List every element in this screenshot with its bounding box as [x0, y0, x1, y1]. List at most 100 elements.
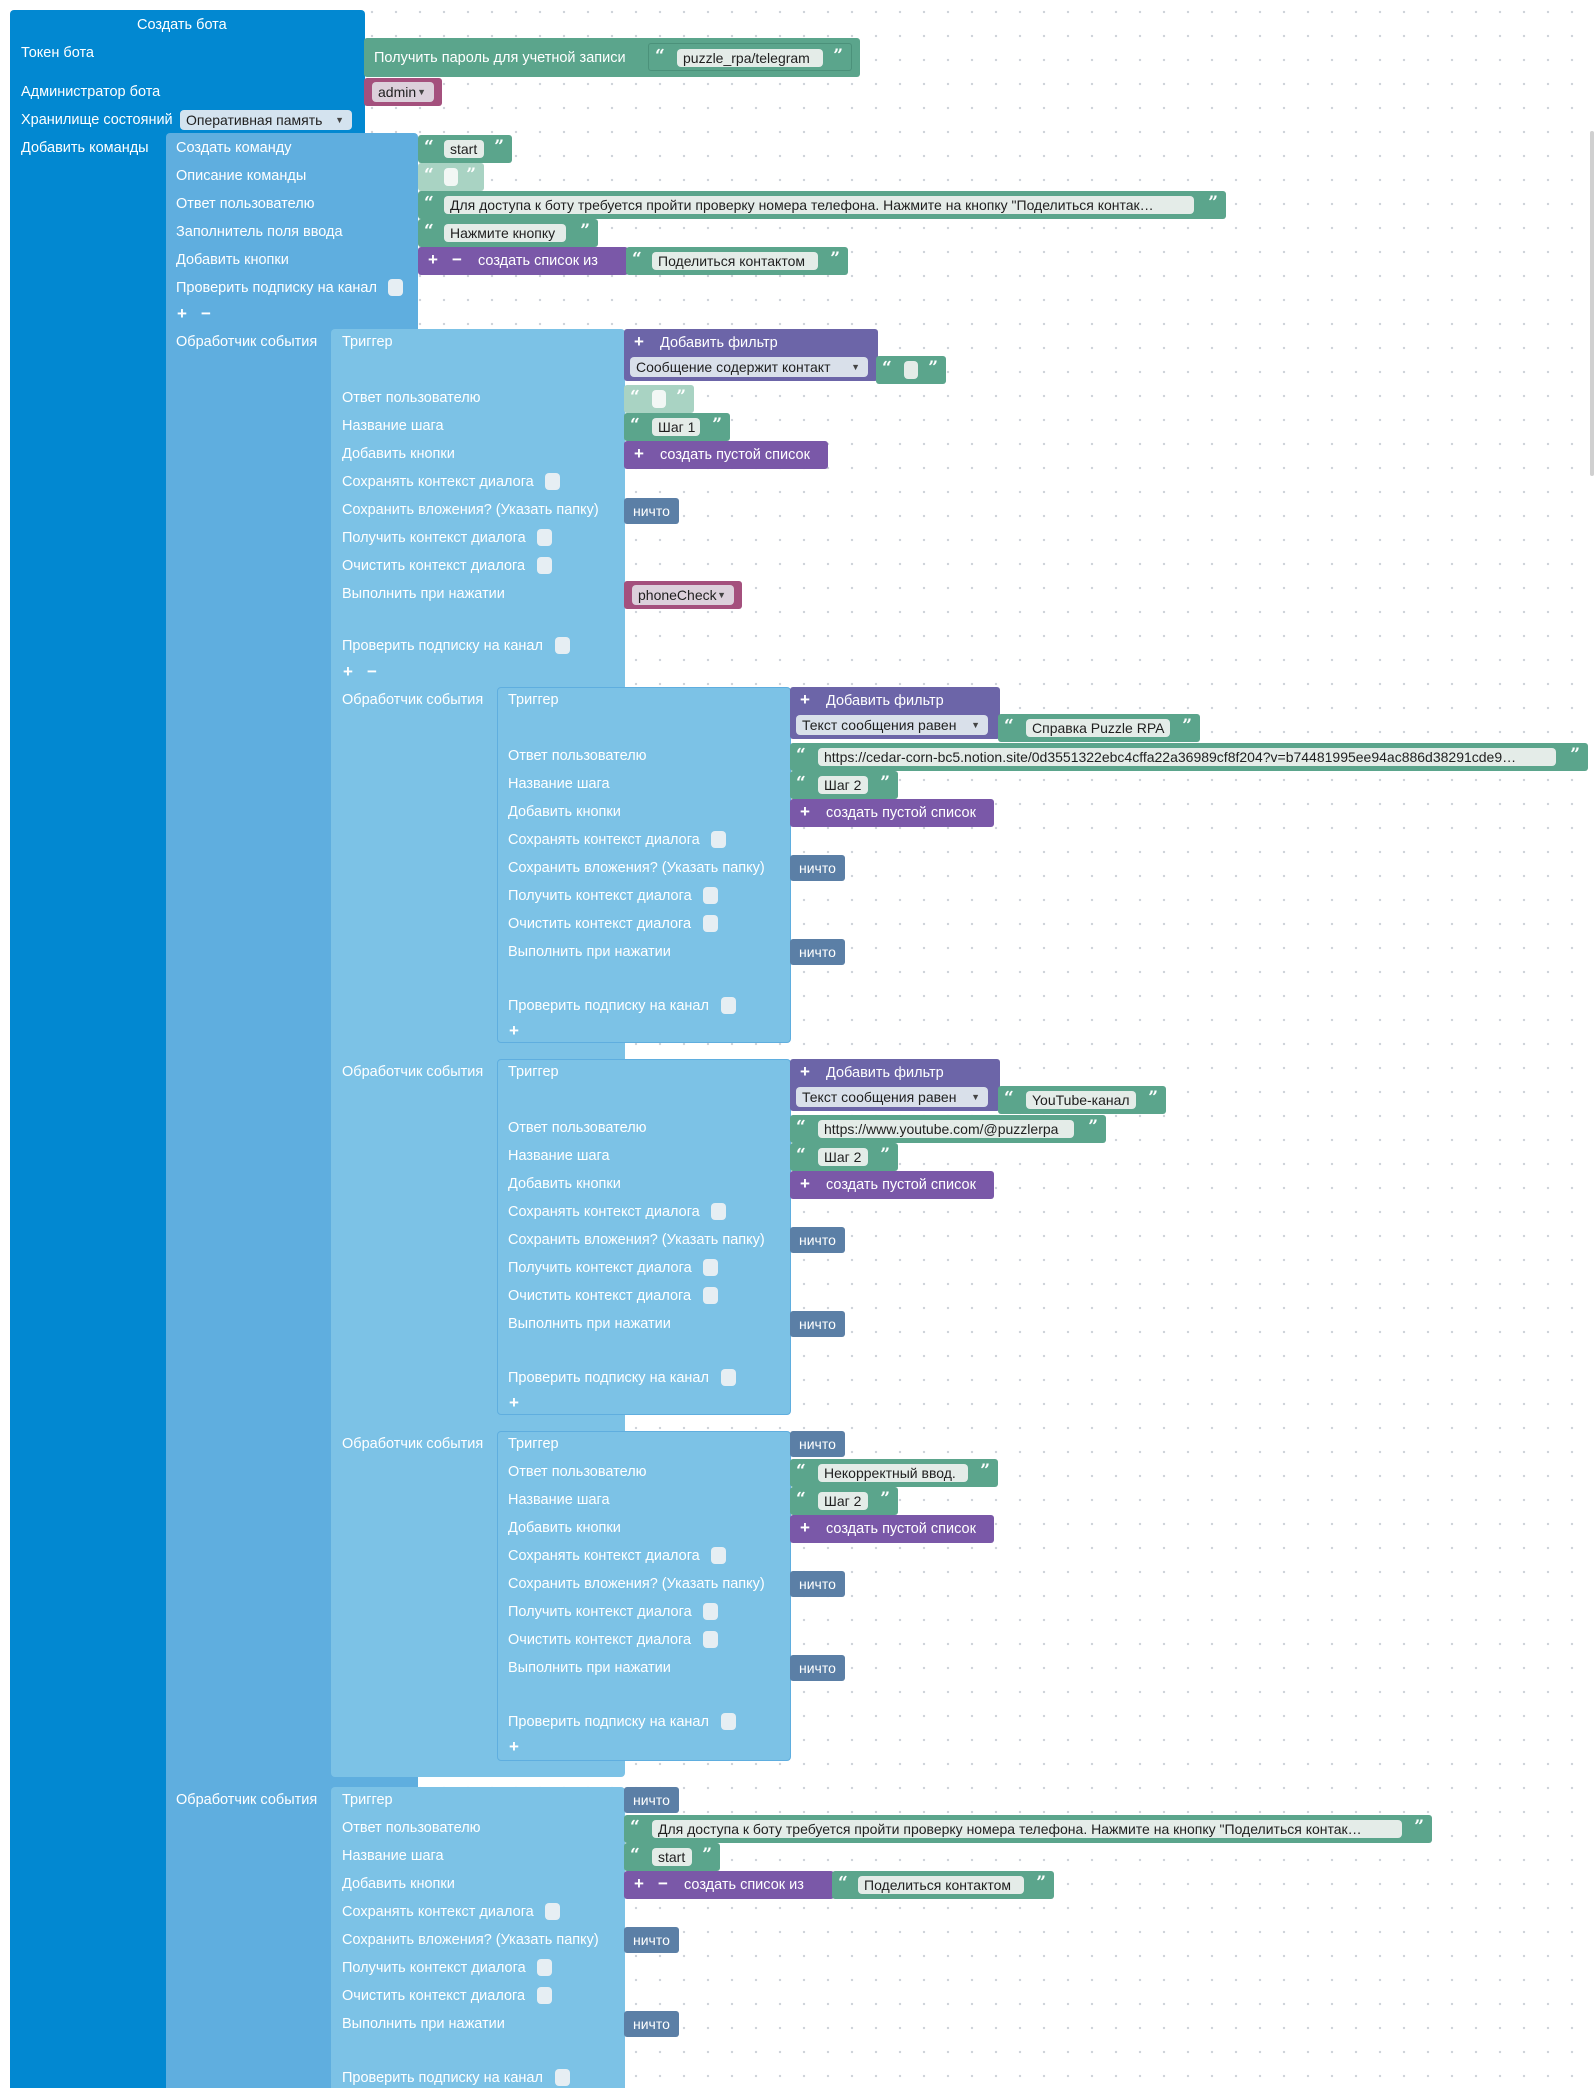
h5-step-block[interactable]: “ start ” [624, 1843, 720, 1871]
workspace-scrollbar[interactable] [1590, 131, 1594, 476]
event-handler-5[interactable] [331, 1787, 625, 2088]
plus-icon[interactable]: + [509, 1737, 519, 1756]
command-button-text-field[interactable]: Поделиться контактом [652, 252, 818, 270]
command-button-text-block[interactable]: “ Поделиться контактом ” [626, 247, 848, 275]
h4-clear-ctx-checkbox[interactable] [703, 1631, 718, 1648]
h2-filter-value-block[interactable]: “ Справка Puzzle RPA ” [998, 714, 1200, 742]
command-buttons-list-block[interactable]: + − создать список из [418, 247, 628, 275]
h3-subscription-checkbox[interactable] [721, 1369, 736, 1386]
h2-get-ctx-checkbox[interactable] [703, 887, 718, 904]
plus-icon[interactable]: + [343, 662, 353, 681]
plus-icon[interactable]: + [634, 444, 644, 463]
h2-reply-block[interactable]: “ https://cedar-corn-bc5.notion.site/0d3… [790, 743, 1588, 771]
command-name-field[interactable]: start [444, 140, 484, 158]
h1-save-att-nothing[interactable]: ничто [624, 498, 679, 524]
h2-filter-value-field[interactable]: Справка Puzzle RPA [1026, 719, 1170, 737]
h5-on-click-nothing[interactable]: ничто [624, 2011, 679, 2037]
h3-reply-field[interactable]: https://www.youtube.com/@puzzlerpa [818, 1120, 1074, 1138]
h3-filter-block[interactable]: + Добавить фильтр Текст сообщения равен … [790, 1059, 1000, 1111]
h1-clear-ctx-checkbox[interactable] [537, 557, 552, 574]
h1-save-ctx-checkbox[interactable] [545, 473, 560, 490]
command-description-block[interactable]: “ ” [418, 163, 484, 191]
h1-empty-list-block[interactable]: + создать пустой список [624, 441, 828, 469]
h1-on-click-dropdown[interactable]: phoneCheck ▼ [632, 585, 734, 605]
h2-empty-list-block[interactable]: + создать пустой список [790, 799, 994, 827]
h4-trigger-nothing[interactable]: ничто [790, 1431, 845, 1457]
minus-icon[interactable]: − [658, 1874, 668, 1893]
h4-get-ctx-checkbox[interactable] [703, 1603, 718, 1620]
minus-icon[interactable]: − [201, 304, 211, 323]
h5-get-ctx-checkbox[interactable] [537, 1959, 552, 1976]
command-reply-field[interactable]: Для доступа к боту требуется пройти пров… [444, 196, 1194, 214]
command-subscription-checkbox[interactable] [388, 279, 403, 296]
command-placeholder-block[interactable]: “ Нажмите кнопку ” [418, 219, 598, 247]
h5-step-field[interactable]: start [652, 1848, 692, 1866]
h3-filter-type-dropdown[interactable]: Текст сообщения равен ▼ [796, 1087, 988, 1107]
h5-save-ctx-checkbox[interactable] [545, 1903, 560, 1920]
h1-subscription-checkbox[interactable] [555, 637, 570, 654]
h4-step-field[interactable]: Шаг 2 [818, 1492, 868, 1510]
h4-reply-block[interactable]: “ Некорректный ввод. ” [790, 1459, 998, 1487]
h2-save-att-nothing[interactable]: ничто [790, 855, 845, 881]
plus-icon[interactable]: + [509, 1393, 519, 1412]
h4-save-ctx-checkbox[interactable] [711, 1547, 726, 1564]
h3-clear-ctx-checkbox[interactable] [703, 1287, 718, 1304]
h5-button-text-block[interactable]: “ Поделиться контактом ” [832, 1871, 1054, 1899]
h1-filter-value-field[interactable] [904, 361, 918, 379]
token-value-field[interactable]: puzzle_rpa/telegram [677, 49, 823, 67]
h2-step-field[interactable]: Шаг 2 [818, 776, 868, 794]
command-reply-block[interactable]: “ Для доступа к боту требуется пройти пр… [418, 191, 1226, 219]
h1-step-field[interactable]: Шаг 1 [652, 418, 700, 436]
h2-save-ctx-checkbox[interactable] [711, 831, 726, 848]
plus-icon[interactable]: + [634, 332, 644, 351]
storage-dropdown[interactable]: Оперативная память ▼ [180, 110, 352, 130]
h3-on-click-nothing[interactable]: ничто [790, 1311, 845, 1337]
command-name-block[interactable]: “ start ” [418, 135, 512, 163]
event-handler-2[interactable] [497, 687, 791, 1043]
plus-icon[interactable]: + [800, 1518, 810, 1537]
event-handler-3[interactable] [497, 1059, 791, 1415]
h3-reply-block[interactable]: “ https://www.youtube.com/@puzzlerpa ” [790, 1115, 1106, 1143]
get-password-block[interactable]: Получить пароль для учетной записи “ puz… [364, 38, 860, 77]
h3-step-block[interactable]: “ Шаг 2 ” [790, 1143, 898, 1171]
h2-step-block[interactable]: “ Шаг 2 ” [790, 771, 898, 799]
h1-reply-block[interactable]: “ ” [624, 385, 694, 413]
h3-step-field[interactable]: Шаг 2 [818, 1148, 868, 1166]
h3-save-att-nothing[interactable]: ничто [790, 1227, 845, 1253]
h5-reply-field[interactable]: Для доступа к боту требуется пройти пров… [652, 1820, 1402, 1838]
h3-get-ctx-checkbox[interactable] [703, 1259, 718, 1276]
h5-trigger-nothing[interactable]: ничто [624, 1787, 679, 1813]
h4-empty-list-block[interactable]: + создать пустой список [790, 1515, 994, 1543]
h3-filter-value-field[interactable]: YouTube-канал [1026, 1091, 1136, 1109]
h1-filter-block[interactable]: + Добавить фильтр Сообщение содержит кон… [624, 329, 878, 381]
h4-reply-field[interactable]: Некорректный ввод. [818, 1464, 968, 1482]
h1-filter-value-block[interactable]: “ ” [876, 356, 946, 384]
plus-icon[interactable]: + [800, 1062, 810, 1081]
h4-step-block[interactable]: “ Шаг 2 ” [790, 1487, 898, 1515]
plus-icon[interactable]: + [177, 304, 187, 323]
h5-subscription-checkbox[interactable] [555, 2069, 570, 2086]
h4-subscription-checkbox[interactable] [721, 1713, 736, 1730]
h5-buttons-list-block[interactable]: + − создать список из [624, 1871, 834, 1899]
command-description-field[interactable] [444, 168, 458, 186]
h2-on-click-nothing[interactable]: ничто [790, 939, 845, 965]
h5-save-att-nothing[interactable]: ничто [624, 1927, 679, 1953]
h5-button-text-field[interactable]: Поделиться контактом [858, 1876, 1024, 1894]
h4-on-click-nothing[interactable]: ничто [790, 1655, 845, 1681]
plus-icon[interactable]: + [509, 1021, 519, 1040]
h1-step-block[interactable]: “ Шаг 1 ” [624, 413, 730, 441]
plus-icon[interactable]: + [800, 1174, 810, 1193]
h5-reply-block[interactable]: “ Для доступа к боту требуется пройти пр… [624, 1815, 1432, 1843]
h2-clear-ctx-checkbox[interactable] [703, 915, 718, 932]
h3-empty-list-block[interactable]: + создать пустой список [790, 1171, 994, 1199]
h2-filter-block[interactable]: + Добавить фильтр Текст сообщения равен … [790, 687, 1000, 739]
event-handler-4[interactable] [497, 1431, 791, 1761]
minus-icon[interactable]: − [367, 662, 377, 681]
plus-icon[interactable]: + [800, 690, 810, 709]
command-placeholder-field[interactable]: Нажмите кнопку [444, 224, 566, 242]
h3-save-ctx-checkbox[interactable] [711, 1203, 726, 1220]
plus-icon[interactable]: + [800, 802, 810, 821]
admin-dropdown[interactable]: admin ▼ [372, 82, 434, 102]
h2-subscription-checkbox[interactable] [721, 997, 736, 1014]
